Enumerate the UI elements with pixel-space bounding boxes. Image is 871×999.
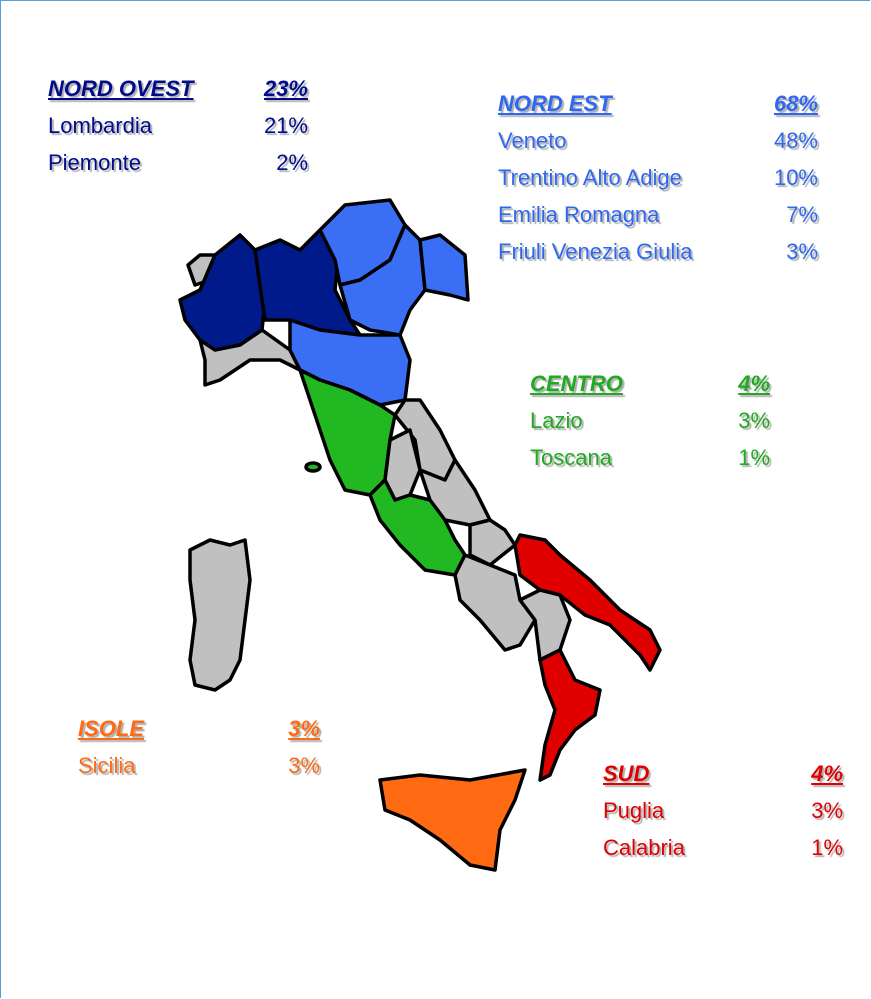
region-share: 3% [288, 753, 320, 778]
group-total: 4% [811, 761, 843, 786]
region-name: Puglia [603, 798, 665, 823]
sicilia [378, 768, 527, 872]
region-name: Toscana [530, 445, 612, 470]
group-title: CENTRO [530, 371, 623, 396]
region-row: Puglia 3% [603, 792, 843, 829]
group-title: ISOLE [78, 716, 145, 741]
region-share: 48% [773, 128, 818, 153]
region-name: Emilia Romagna [498, 202, 660, 227]
region-share: 2% [276, 150, 308, 175]
region-group: NORD OVEST 23% Lombardia 21% Piemonte 2% [48, 70, 308, 181]
region-row: Calabria 1% [603, 829, 843, 866]
group-total: 23% [263, 76, 308, 101]
calabria [538, 648, 602, 782]
basilicata [518, 588, 572, 662]
region-share: 3% [738, 408, 770, 433]
emilia-romagna [288, 318, 412, 407]
region-row: Toscana 1% [530, 439, 770, 476]
region-share: 10% [773, 165, 818, 190]
region-name: Piemonte [48, 150, 141, 175]
region-row: Trentino Alto Adige 10% [498, 159, 818, 196]
region-group: SUD 4% Puglia 3% Calabria 1% [603, 755, 843, 866]
region-group: CENTRO 4% Lazio 3% Toscana 1% [530, 365, 770, 476]
region-row: Sicilia 3% [78, 747, 320, 784]
region-row: Friuli Venezia Giulia 3% [498, 233, 818, 270]
group-header: NORD OVEST 23% [48, 70, 308, 107]
region-row: Lombardia 21% [48, 107, 308, 144]
group-total: 3% [288, 716, 320, 741]
region-share: 21% [263, 113, 308, 138]
lazio [368, 478, 467, 577]
region-share: 1% [738, 445, 770, 470]
region-name: Calabria [603, 835, 685, 860]
region-share: 3% [811, 798, 843, 823]
liguria [198, 328, 302, 387]
region-row: Veneto 48% [498, 122, 818, 159]
group-total: 68% [773, 91, 818, 116]
group-title: SUD [603, 761, 650, 786]
region-share: 7% [786, 202, 818, 227]
region-row: Emilia Romagna 7% [498, 196, 818, 233]
region-name: Trentino Alto Adige [498, 165, 682, 190]
group-header: NORD EST 68% [498, 85, 818, 122]
group-title: NORD EST [498, 91, 612, 116]
group-header: ISOLE 3% [78, 710, 320, 747]
group-header: CENTRO 4% [530, 365, 770, 402]
group-title: NORD OVEST [48, 76, 194, 101]
region-name: Friuli Venezia Giulia [498, 239, 693, 264]
region-share: 1% [811, 835, 843, 860]
veneto [338, 223, 427, 337]
group-total: 4% [738, 371, 770, 396]
region-row: Piemonte 2% [48, 144, 308, 181]
region-group: NORD EST 68% Veneto 48% Trentino Alto Adige 1… [498, 85, 818, 270]
region-name: Lombardia [48, 113, 152, 138]
region-share: 3% [786, 239, 818, 264]
piemonte [178, 233, 267, 352]
sardegna [188, 538, 252, 692]
region-group: ISOLE 3% Sicilia 3% [78, 710, 320, 784]
region-name: Lazio [530, 408, 583, 433]
elba [304, 461, 322, 473]
group-header: SUD 4% [603, 755, 843, 792]
region-name: Veneto [498, 128, 567, 153]
region-row: Lazio 3% [530, 402, 770, 439]
region-name: Sicilia [78, 753, 136, 778]
friuli [418, 233, 470, 302]
